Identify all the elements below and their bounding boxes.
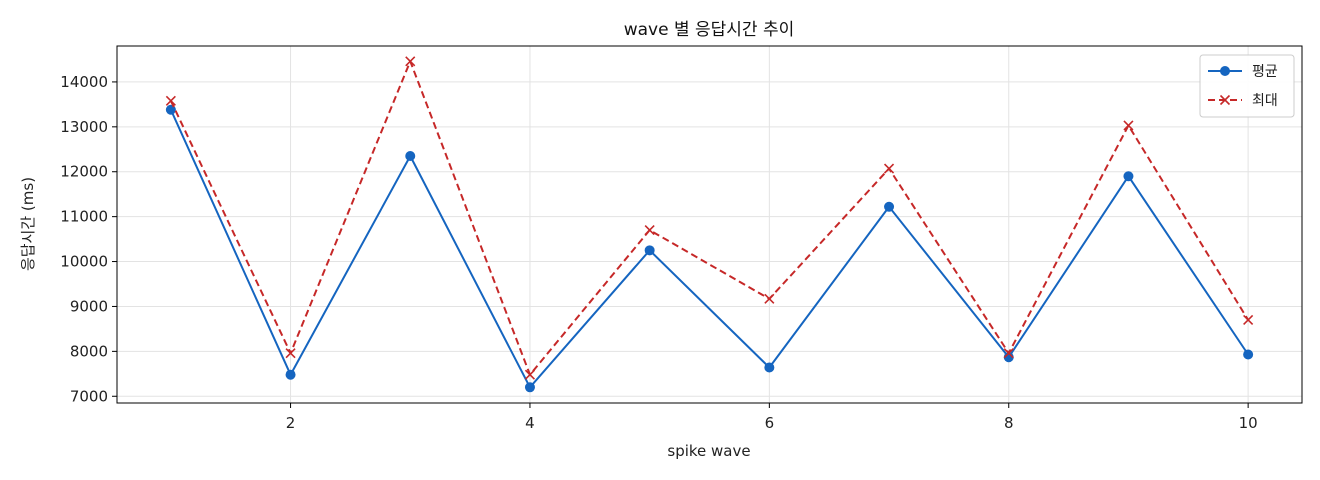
x-tick-label: 6 xyxy=(765,414,775,432)
data-point xyxy=(884,201,895,212)
y-tick-label: 10000 xyxy=(60,253,108,271)
legend-swatch-marker xyxy=(1219,94,1231,106)
data-point xyxy=(883,163,895,174)
grid-lines xyxy=(117,46,1302,403)
x-marker-stroke xyxy=(1123,120,1134,131)
data-point xyxy=(1123,171,1134,182)
y-tick-label: 11000 xyxy=(60,208,108,226)
x-marker-stroke xyxy=(285,348,296,359)
data-point xyxy=(1243,349,1254,360)
data-point xyxy=(165,95,176,106)
data-point xyxy=(644,245,655,256)
x-tick-label: 4 xyxy=(525,414,535,432)
y-tick-label: 9000 xyxy=(70,297,108,315)
x-marker-stroke xyxy=(764,293,775,304)
legend-label: 최대 xyxy=(1252,93,1278,109)
x-axis-label: spike wave xyxy=(667,442,750,460)
y-tick-label: 14000 xyxy=(60,73,108,91)
y-axis-label: 응답시간 (ms) xyxy=(19,177,37,271)
y-tick-label: 13000 xyxy=(60,118,108,136)
series-1 xyxy=(165,104,1254,393)
x-marker-stroke xyxy=(1219,94,1231,106)
data-point xyxy=(405,151,416,162)
series-line xyxy=(169,60,1249,376)
x-marker-stroke xyxy=(644,225,655,236)
data-point xyxy=(764,293,775,304)
x-marker-stroke xyxy=(165,95,176,106)
x-tick-label: 2 xyxy=(286,414,296,432)
x-tick-label: 8 xyxy=(1004,414,1014,432)
series-2 xyxy=(165,56,1254,380)
legend-entry: 최대 xyxy=(1208,93,1278,109)
y-tick-label: 7000 xyxy=(70,387,108,405)
series-layer xyxy=(165,56,1254,393)
data-point xyxy=(764,362,775,373)
x-marker-stroke xyxy=(1243,314,1254,325)
y-tick-label: 8000 xyxy=(70,342,108,360)
legend-swatch-marker xyxy=(1220,66,1230,76)
series-line xyxy=(169,109,1249,389)
x-marker-stroke xyxy=(1003,348,1014,359)
y-tick-label: 12000 xyxy=(60,163,108,181)
data-point xyxy=(1003,348,1014,359)
legend-label: 평균 xyxy=(1252,64,1278,80)
x-marker-stroke xyxy=(883,163,895,174)
data-point xyxy=(1243,314,1254,325)
x-axis: 2 4 6 8 10 xyxy=(286,403,1258,432)
legend-box xyxy=(1199,54,1295,118)
chart-title: wave 별 응답시간 추이 xyxy=(624,20,795,40)
data-point xyxy=(524,382,535,393)
x-marker-stroke xyxy=(405,56,416,67)
data-point xyxy=(285,348,296,359)
x-marker-stroke xyxy=(524,369,536,380)
legend-entry: 평균 xyxy=(1208,64,1278,80)
y-axis: 7000 8000 9000 10000 11000 12000 13000 14000 xyxy=(60,73,117,405)
data-point xyxy=(524,369,536,380)
x-tick-label: 10 xyxy=(1239,414,1258,432)
data-point xyxy=(644,225,655,236)
data-point xyxy=(285,369,296,380)
plot-frame xyxy=(116,45,1303,404)
data-point xyxy=(1123,120,1134,131)
data-point xyxy=(405,56,416,67)
